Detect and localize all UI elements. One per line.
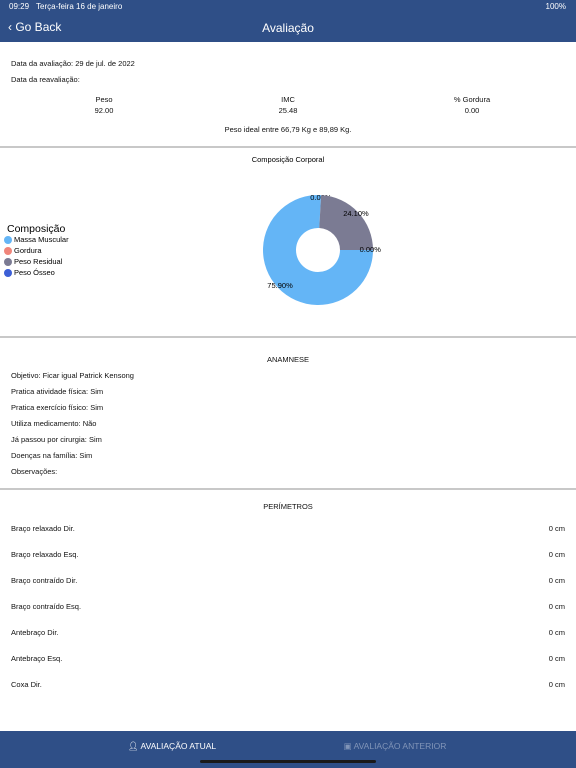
tab-label: AVALIAÇÃO ATUAL xyxy=(140,741,217,751)
tab-previous[interactable]: ▣ AVALIAÇÃO ANTERIOR xyxy=(343,741,447,751)
back-label: Go Back xyxy=(15,20,62,34)
legend-label: Massa Muscular xyxy=(14,235,69,244)
separator xyxy=(0,336,576,338)
nav-title: Avaliação xyxy=(262,21,314,35)
anamnese-line: Já passou por cirurgia: Sim xyxy=(11,435,102,444)
legend-swatch xyxy=(4,269,12,277)
legend-title: Composição xyxy=(7,223,66,235)
legend-swatch xyxy=(4,236,12,244)
legend-label: Peso Residual xyxy=(14,257,63,266)
perimetro-name: Braço contraído Esq. xyxy=(11,602,82,611)
home-indicator xyxy=(200,760,376,763)
stat-label: IMC xyxy=(281,95,295,104)
eval-date: Data da avaliação: 29 de jul. de 2022 xyxy=(11,59,135,68)
chart: Composição Corporal Composição Massa Mus… xyxy=(4,155,382,305)
legend-label: Peso Ósseo xyxy=(14,268,55,277)
back-button[interactable]: ‹ Go Back xyxy=(8,20,62,34)
legend-label: Gordura xyxy=(14,246,42,255)
perimetro-name: Braço contraído Dir. xyxy=(11,576,78,585)
anamnese-line: Doenças na família: Sim xyxy=(11,451,93,460)
legend-swatch xyxy=(4,247,12,255)
stat-value: 25.48 xyxy=(278,106,298,115)
perimetro-name: Coxa Dir. xyxy=(11,680,42,687)
legend-swatch xyxy=(4,258,12,266)
perimetros-list: Braço relaxado Dir. 0 cm Braço relaxado Es… xyxy=(0,515,576,687)
reeval-date: Data da reavaliação: xyxy=(11,75,80,84)
perimetro-value: 0 cm xyxy=(548,654,565,663)
nav-bar xyxy=(0,0,576,42)
perimetro-value: 0 cm xyxy=(548,602,565,611)
status-time: 09:29 xyxy=(9,2,30,11)
tab-label: AVALIAÇÃO ANTERIOR xyxy=(353,741,447,751)
anamnese-line: Utiliza medicamento: Não xyxy=(11,419,97,428)
donut-slice xyxy=(319,195,373,250)
ideal-weight: Peso ideal entre 66,79 Kg e 89,89 Kg. xyxy=(224,125,352,134)
stat-label: % Gordura xyxy=(453,95,491,104)
slice-label: 24.10% xyxy=(343,209,369,218)
perimetro-name: Antebraço Dir. xyxy=(11,628,59,637)
anamnese-line: Observações: xyxy=(11,467,58,476)
tab-current[interactable]: 👤︎ AVALIAÇÃO ATUAL xyxy=(127,741,217,751)
perimetro-name: Antebraço Esq. xyxy=(11,654,63,663)
status-date: Terça-feira 16 de janeiro xyxy=(36,2,123,11)
perimetro-value: 0 cm xyxy=(548,550,565,559)
stat-value: 92.00 xyxy=(94,106,114,115)
separator xyxy=(0,146,576,148)
perimetro-value: 0 cm xyxy=(548,524,565,533)
perimetro-value: 0 cm xyxy=(548,680,565,687)
perimetro-value: 0 cm xyxy=(548,576,565,585)
anamnese-line: Pratica atividade física: Sim xyxy=(11,387,104,396)
stat-label: Peso xyxy=(95,95,113,104)
donut-slice xyxy=(263,195,373,305)
perimetro-value: 0 cm xyxy=(548,628,565,637)
perimetros-title: PERÍMETROS xyxy=(263,502,313,511)
separator xyxy=(0,488,576,490)
perimetro-name: Braço relaxado Dir. xyxy=(11,524,75,533)
status-battery: 100% xyxy=(545,2,566,11)
slice-label: 75.90% xyxy=(267,281,293,290)
anamnese-title: ANAMNESE xyxy=(266,355,310,364)
stat-value: 0.00 xyxy=(464,106,480,115)
anamnese-line: Pratica exercício físico: Sim xyxy=(11,403,104,412)
anamnese-line: Objetivo: Ficar igual Patrick Kensong xyxy=(11,371,134,380)
perimetro-name: Braço relaxado Esq. xyxy=(11,550,79,559)
slice-label: 0.00% xyxy=(360,245,382,254)
chart-title: Composição Corporal xyxy=(252,155,325,164)
